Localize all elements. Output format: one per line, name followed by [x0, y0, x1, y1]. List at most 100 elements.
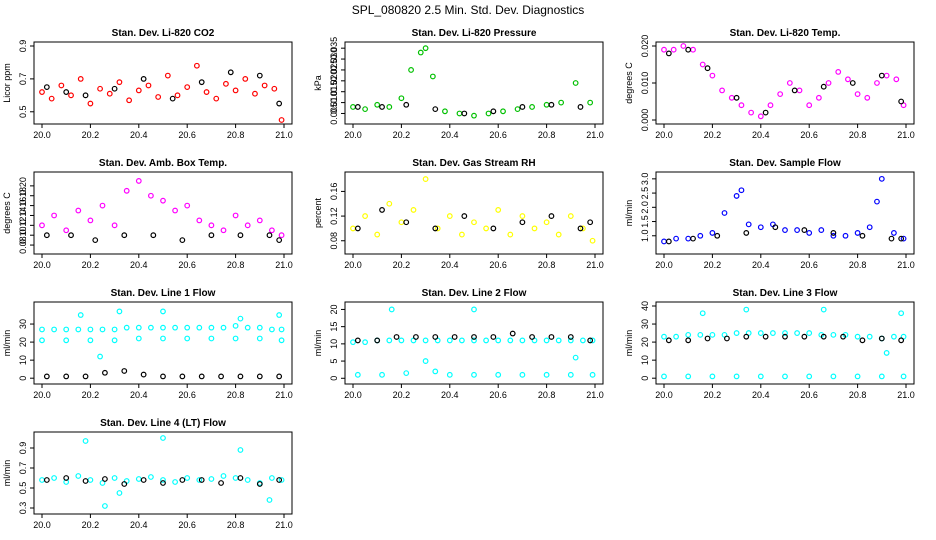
- y-tick-label: 0.9: [18, 442, 28, 455]
- panels: Stan. Dev. Li-820 CO2 Licor ppm 20.0 20.2 20…: [2, 28, 915, 530]
- data-point: [39, 337, 45, 344]
- plot-frame: [33, 431, 293, 515]
- series-selected: [43, 475, 283, 487]
- data-point: [794, 330, 800, 336]
- data-point: [77, 312, 84, 318]
- x-tick-label: 20.0: [344, 260, 362, 270]
- data-point: [237, 447, 244, 453]
- data-point: [269, 475, 275, 481]
- data-point: [589, 371, 596, 378]
- data-point: [801, 333, 808, 340]
- data-point: [558, 99, 565, 106]
- data-point: [577, 104, 584, 110]
- x-tick-label: 20.0: [655, 390, 673, 400]
- data-point: [82, 92, 89, 99]
- data-point: [757, 330, 764, 336]
- y-tick-label: 0: [329, 376, 339, 381]
- data-point: [63, 475, 70, 481]
- data-point: [483, 337, 490, 344]
- data-point: [410, 207, 417, 213]
- data-point: [232, 475, 239, 481]
- series-selected: [354, 330, 594, 344]
- data-point: [748, 109, 755, 116]
- data-point: [685, 337, 692, 344]
- data-point: [87, 337, 94, 344]
- x-tick-label: 21.0: [897, 260, 915, 270]
- data-point: [806, 373, 813, 380]
- data-point: [900, 373, 907, 380]
- data-point: [386, 104, 393, 110]
- data-point: [507, 231, 514, 238]
- data-point: [362, 106, 369, 113]
- data-point: [733, 193, 740, 199]
- data-point: [63, 337, 70, 344]
- data-point: [806, 230, 813, 236]
- data-point: [661, 238, 667, 245]
- data-point: [179, 373, 186, 380]
- x-tick-label: 20.6: [489, 130, 507, 140]
- data-point: [699, 61, 706, 68]
- data-point: [429, 73, 436, 80]
- y-axis-label: Licor ppm: [2, 63, 12, 103]
- data-point: [548, 213, 555, 219]
- plot-frame: [655, 301, 915, 385]
- data-point: [278, 477, 285, 483]
- x-tick-label: 20.2: [82, 390, 100, 400]
- data-point: [820, 333, 827, 340]
- data-point: [43, 373, 50, 380]
- data-point: [184, 324, 191, 331]
- data-point: [577, 225, 584, 232]
- y-tick-label: 0.035: [329, 37, 339, 60]
- data-point: [220, 227, 227, 234]
- y-tick-label: 0.12: [18, 217, 28, 235]
- x-tick-label: 20.8: [538, 390, 556, 400]
- chart-title: Stan. Dev. Li-820 Pressure: [412, 28, 537, 39]
- data-point: [179, 237, 186, 244]
- data-point: [874, 198, 880, 205]
- data-point: [121, 481, 128, 487]
- y-axis-label: ml/min: [2, 460, 12, 487]
- data-point: [733, 330, 740, 336]
- data-point: [733, 373, 740, 380]
- series-selected: [665, 46, 905, 116]
- data-point: [51, 212, 57, 219]
- series-selected: [665, 333, 905, 344]
- x-tick-label: 20.8: [538, 260, 556, 270]
- data-point: [670, 46, 677, 53]
- plot-frame: [655, 171, 915, 255]
- series-all: [661, 306, 907, 380]
- y-tick-label: 15: [329, 322, 339, 332]
- y-tick-label: 0.18: [18, 187, 28, 205]
- data-point: [830, 230, 837, 236]
- data-point: [379, 104, 385, 110]
- data-point: [854, 333, 861, 340]
- data-point: [555, 337, 562, 344]
- data-point: [208, 232, 215, 239]
- data-point: [661, 333, 667, 340]
- data-point: [276, 312, 283, 318]
- data-point: [111, 326, 118, 333]
- x-tick-label: 20.0: [344, 130, 362, 140]
- y-tick-label: 0.12: [329, 207, 339, 225]
- data-point: [256, 72, 263, 79]
- y-tick-label: 0.08: [329, 232, 339, 250]
- data-point: [362, 339, 369, 346]
- data-point: [507, 337, 514, 344]
- data-point: [354, 337, 361, 344]
- data-point: [350, 104, 356, 110]
- y-axis-label: ml/min: [624, 330, 634, 357]
- data-point: [150, 232, 157, 239]
- data-point: [39, 477, 45, 483]
- data-point: [589, 237, 596, 244]
- data-point: [135, 87, 142, 94]
- data-point: [208, 335, 215, 342]
- data-point: [184, 202, 191, 209]
- data-point: [77, 75, 84, 82]
- data-point: [459, 337, 465, 344]
- data-point: [350, 225, 356, 232]
- data-point: [432, 334, 439, 340]
- data-point: [51, 475, 57, 481]
- data-point: [555, 231, 562, 238]
- x-tick-label: 20.4: [130, 130, 148, 140]
